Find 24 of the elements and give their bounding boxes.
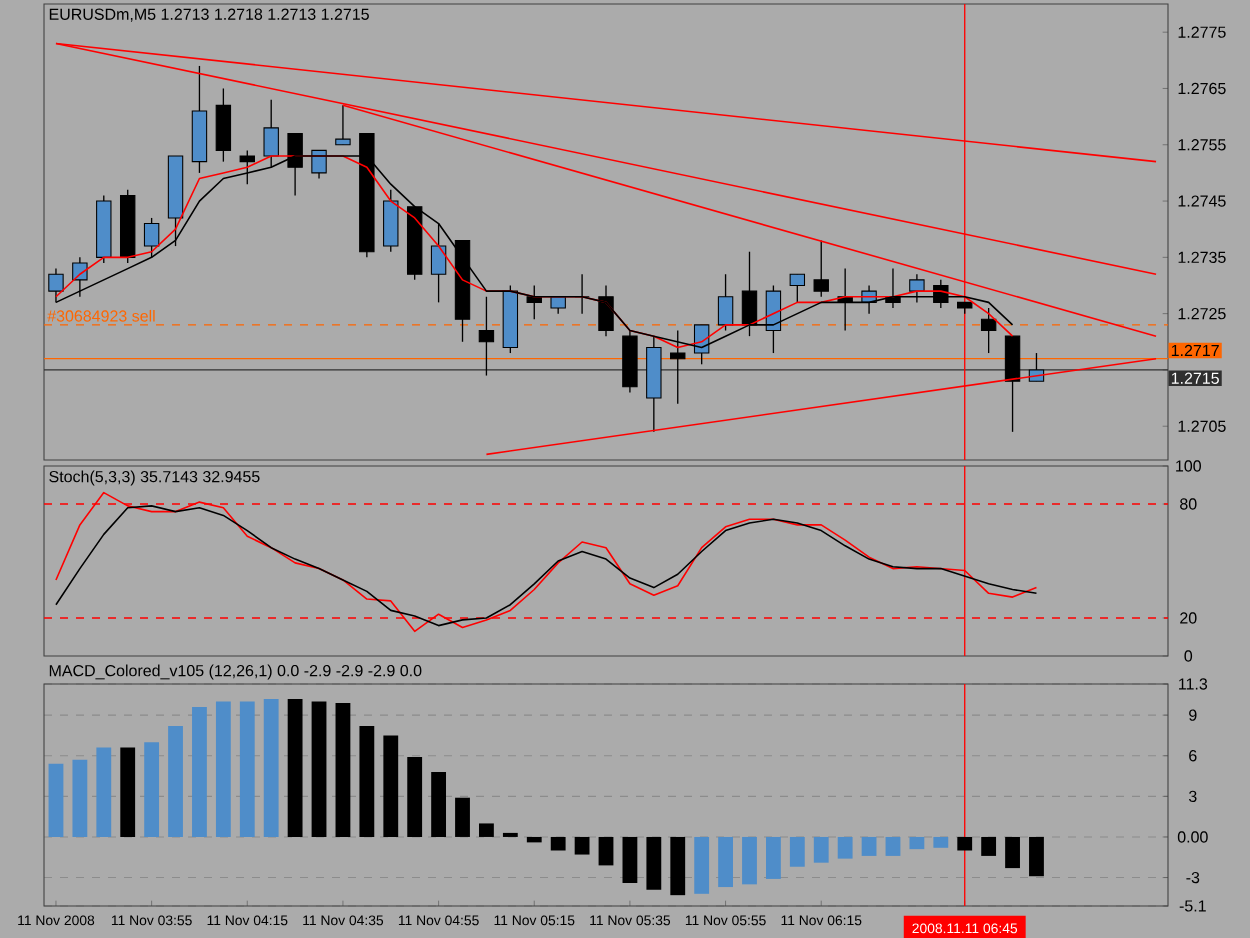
y-tick-label: 0.00 xyxy=(1177,831,1208,843)
y-tick-label: -5.1 xyxy=(1179,900,1206,912)
y-tick-label: 1.2705 xyxy=(1178,420,1226,432)
ref-line-label: 1.2717 xyxy=(1171,344,1219,356)
y-tick-label: 1.2765 xyxy=(1178,82,1226,95)
y-tick-label: 1.2735 xyxy=(1178,251,1226,264)
y-tick-label: 1.2755 xyxy=(1178,139,1226,151)
chart-title: MACD_Colored_v105 (12,26,1) 0.0 -2.9 -2.9 -2.9 0.0 xyxy=(49,664,422,680)
y-tick-label: 0 xyxy=(1184,650,1193,662)
y-tick-label: -3 xyxy=(1186,871,1200,884)
y-tick-label: 6 xyxy=(1189,750,1197,762)
y-tick-label: 1.2745 xyxy=(1178,195,1226,207)
y-tick-label: 80 xyxy=(1180,498,1197,510)
y-tick-label: 3 xyxy=(1188,790,1197,803)
ref-line-label: 1.2715 xyxy=(1171,372,1219,384)
chart-title: Stoch(5,3,3) 35.7143 32.9455 xyxy=(49,470,260,486)
y-tick-label: 11.3 xyxy=(1179,678,1208,690)
ref-line-label: #30684923 sell xyxy=(47,309,155,322)
y-tick-label: 100 xyxy=(1176,460,1201,472)
y-tick-label: 9 xyxy=(1189,709,1197,721)
y-tick-label: 1.2725 xyxy=(1178,307,1226,320)
y-tick-label: 20 xyxy=(1180,612,1197,624)
y-tick-label: 1.2775 xyxy=(1178,26,1226,38)
chart-title: EURUSDm,M5 1.2713 1.2718 1.2713 1.2715 xyxy=(49,8,369,22)
